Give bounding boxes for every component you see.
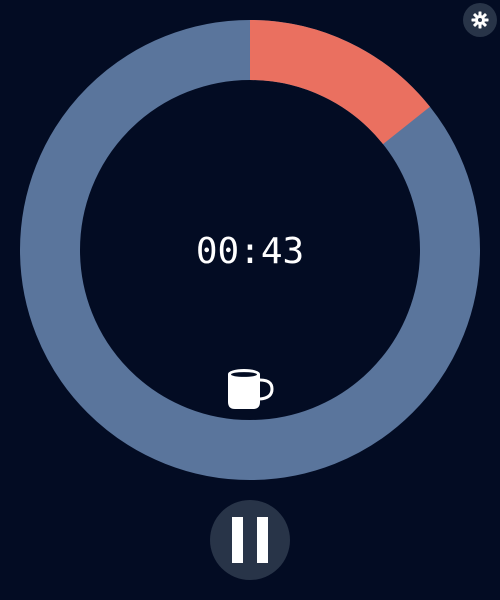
ring-progress-arc xyxy=(250,50,406,125)
coffee-cup-icon xyxy=(224,368,276,412)
pause-icon xyxy=(230,517,270,563)
timer-display: 00:43 xyxy=(0,230,500,274)
pause-button[interactable] xyxy=(210,500,290,580)
